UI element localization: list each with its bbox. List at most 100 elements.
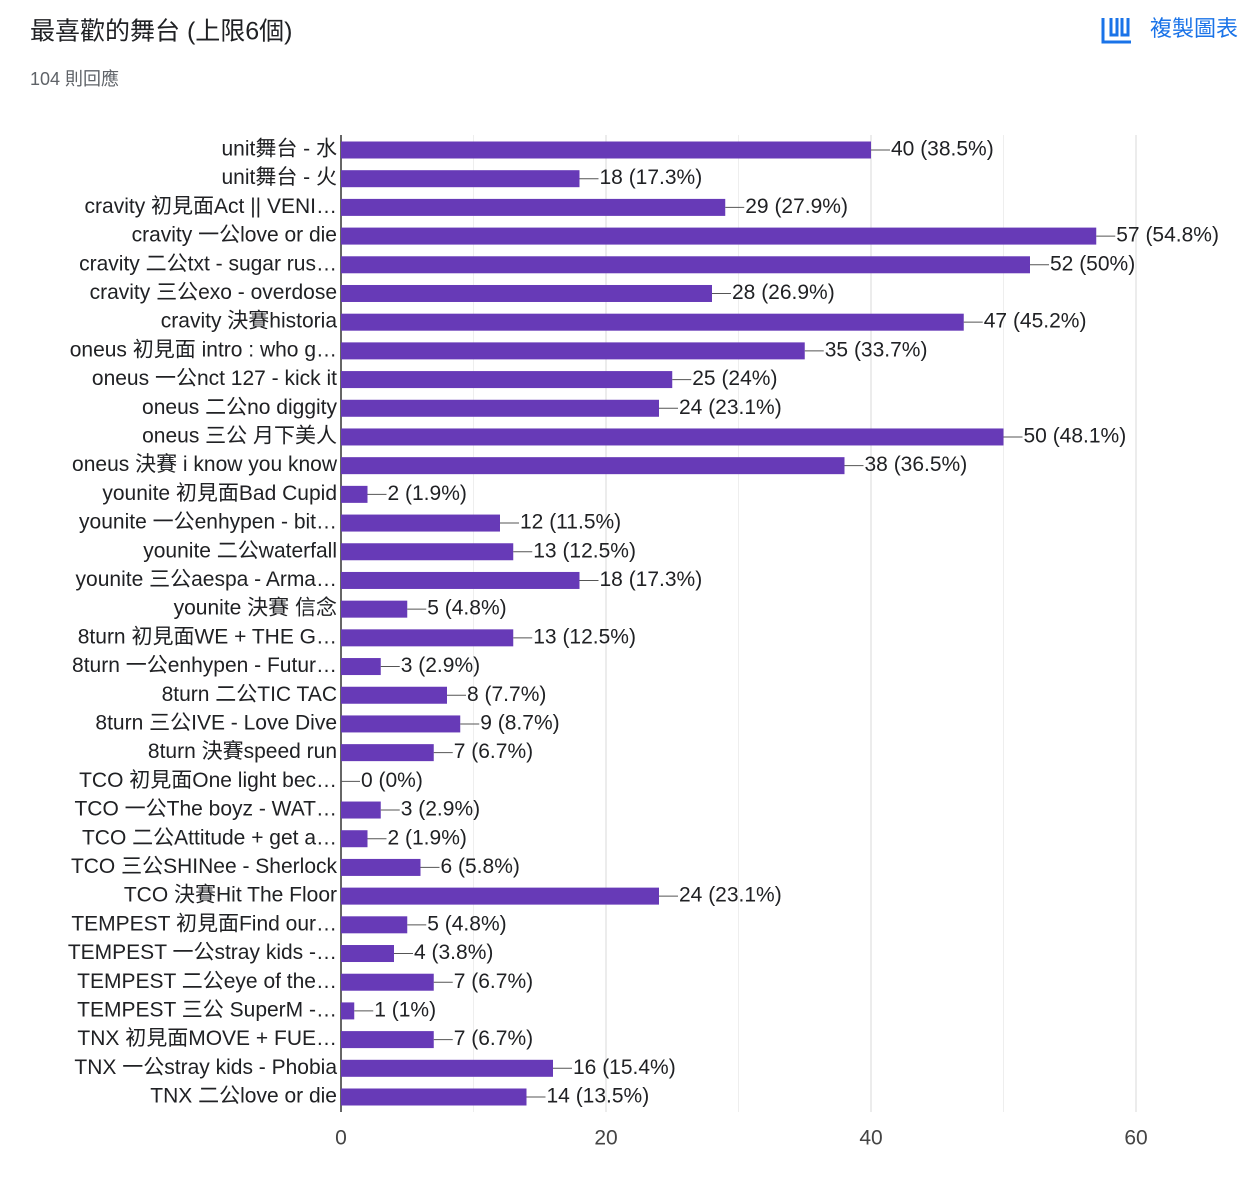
- value-label: 4 (3.8%): [414, 941, 493, 964]
- value-label: 0 (0%): [361, 769, 423, 792]
- bar: [341, 342, 805, 360]
- y-tick-label: cravity 決賽historia: [161, 310, 338, 333]
- bar: [341, 801, 381, 819]
- value-label: 38 (36.5%): [865, 453, 968, 476]
- y-tick-label: 8turn 決賽speed run: [148, 740, 337, 763]
- bar: [341, 1088, 527, 1106]
- bar: [341, 543, 514, 561]
- bar: [341, 371, 673, 389]
- bar: [341, 686, 447, 704]
- bar: [341, 256, 1030, 274]
- y-tick-label: younite 決賽 信念: [174, 597, 337, 620]
- copy-chart-button[interactable]: 複製圖表: [1101, 16, 1238, 44]
- chart-title: 最喜歡的舞台 (上限6個): [30, 18, 293, 46]
- value-label: 14 (13.5%): [547, 1085, 650, 1108]
- bar: [341, 457, 845, 475]
- value-label: 8 (7.7%): [467, 683, 546, 706]
- value-label: 16 (15.4%): [573, 1056, 676, 1079]
- value-label: 24 (23.1%): [679, 884, 782, 907]
- value-label: 3 (2.9%): [401, 654, 480, 677]
- value-label: 1 (1%): [374, 998, 436, 1021]
- y-tick-label: oneus 初見面 intro : who g…: [70, 338, 337, 361]
- y-tick-label: oneus 三公 月下美人: [142, 425, 337, 448]
- y-tick-label: cravity 三公exo - overdose: [90, 281, 337, 304]
- value-label: 24 (23.1%): [679, 396, 782, 419]
- y-tick-label: TEMPEST 二公eye of the…: [77, 970, 337, 993]
- y-tick-label: unit舞台 - 火: [221, 166, 337, 189]
- value-label: 2 (1.9%): [388, 482, 467, 505]
- value-label: 13 (12.5%): [533, 539, 636, 562]
- bar: [341, 141, 871, 159]
- y-tick-label: cravity 二公txt - sugar rus…: [79, 252, 337, 275]
- value-label: 18 (17.3%): [600, 166, 703, 189]
- value-label: 2 (1.9%): [388, 826, 467, 849]
- y-tick-label: TCO 三公SHINee - Sherlock: [71, 855, 338, 878]
- bar: [341, 629, 514, 647]
- bar: [341, 514, 500, 532]
- chart-icon: [1101, 18, 1131, 44]
- value-label: 7 (6.7%): [454, 740, 533, 763]
- y-tick-label: 8turn 三公IVE - Love Dive: [95, 711, 337, 734]
- y-tick-label: TCO 決賽Hit The Floor: [124, 884, 337, 907]
- x-tick-label: 40: [859, 1127, 882, 1150]
- value-label: 6 (5.8%): [441, 855, 520, 878]
- y-tick-label: oneus 二公no diggity: [142, 396, 337, 419]
- bar: [341, 1031, 434, 1049]
- y-tick-label: TEMPEST 一公stray kids -…: [68, 941, 337, 964]
- bar: [341, 973, 434, 991]
- bar: [341, 744, 434, 762]
- value-label: 52 (50%): [1050, 252, 1135, 275]
- value-label: 47 (45.2%): [984, 310, 1087, 333]
- y-tick-label: 8turn 二公TIC TAC: [162, 683, 337, 706]
- bar: [341, 170, 580, 188]
- y-tick-label: TNX 一公stray kids - Phobia: [74, 1056, 337, 1079]
- bar: [341, 399, 659, 417]
- value-label: 12 (11.5%): [520, 511, 621, 534]
- value-label: 7 (6.7%): [454, 970, 533, 993]
- bar: [341, 1059, 553, 1077]
- value-label: 9 (8.7%): [480, 711, 559, 734]
- bar: [341, 313, 964, 331]
- y-tick-label: TCO 初見面One light bec…: [79, 769, 337, 792]
- y-tick-label: younite 一公enhypen - bit…: [79, 511, 337, 534]
- value-label: 40 (38.5%): [891, 138, 994, 161]
- bar: [341, 916, 408, 934]
- value-label: 57 (54.8%): [1116, 224, 1219, 247]
- y-tick-label: TNX 初見面MOVE + FUE…: [77, 1027, 337, 1050]
- y-tick-label: 8turn 初見面WE + THE G…: [78, 625, 337, 648]
- y-tick-label: younite 初見面Bad Cupid: [102, 482, 337, 505]
- bar: [341, 887, 659, 905]
- chart-subtitle: 104 則回應: [30, 68, 119, 89]
- value-label: 5 (4.8%): [427, 912, 506, 935]
- y-tick-label: 8turn 一公enhypen - Futur…: [72, 654, 337, 677]
- bar: [341, 227, 1097, 245]
- copy-chart-label[interactable]: 複製圖表: [1150, 16, 1238, 41]
- bar: [341, 284, 712, 302]
- bar: [341, 715, 461, 733]
- y-tick-label: TEMPEST 三公 SuperM -…: [77, 998, 337, 1021]
- value-label: 18 (17.3%): [600, 568, 703, 591]
- bar: [341, 858, 421, 876]
- value-label: 7 (6.7%): [454, 1027, 533, 1050]
- y-tick-label: TCO 一公The boyz - WAT…: [74, 798, 337, 821]
- y-tick-label: cravity 一公love or die: [132, 224, 337, 247]
- y-tick-label: TCO 二公Attitude + get a…: [82, 826, 337, 849]
- value-label: 29 (27.9%): [745, 195, 848, 218]
- bar: [341, 658, 381, 676]
- x-tick-label: 20: [594, 1127, 617, 1150]
- value-label: 5 (4.8%): [427, 597, 506, 620]
- value-label: 50 (48.1%): [1024, 425, 1127, 448]
- bar: [341, 830, 368, 848]
- bar: [341, 571, 580, 589]
- value-label: 3 (2.9%): [401, 798, 480, 821]
- value-label: 13 (12.5%): [533, 625, 636, 648]
- y-tick-label: younite 三公aespa - Arma…: [76, 568, 337, 591]
- y-tick-label: oneus 一公nct 127 - kick it: [92, 367, 337, 390]
- y-tick-label: unit舞台 - 水: [221, 138, 337, 161]
- y-tick-label: TNX 二公love or die: [150, 1085, 337, 1108]
- bar: [341, 1002, 355, 1020]
- bar: [341, 485, 368, 503]
- bar: [341, 428, 1004, 446]
